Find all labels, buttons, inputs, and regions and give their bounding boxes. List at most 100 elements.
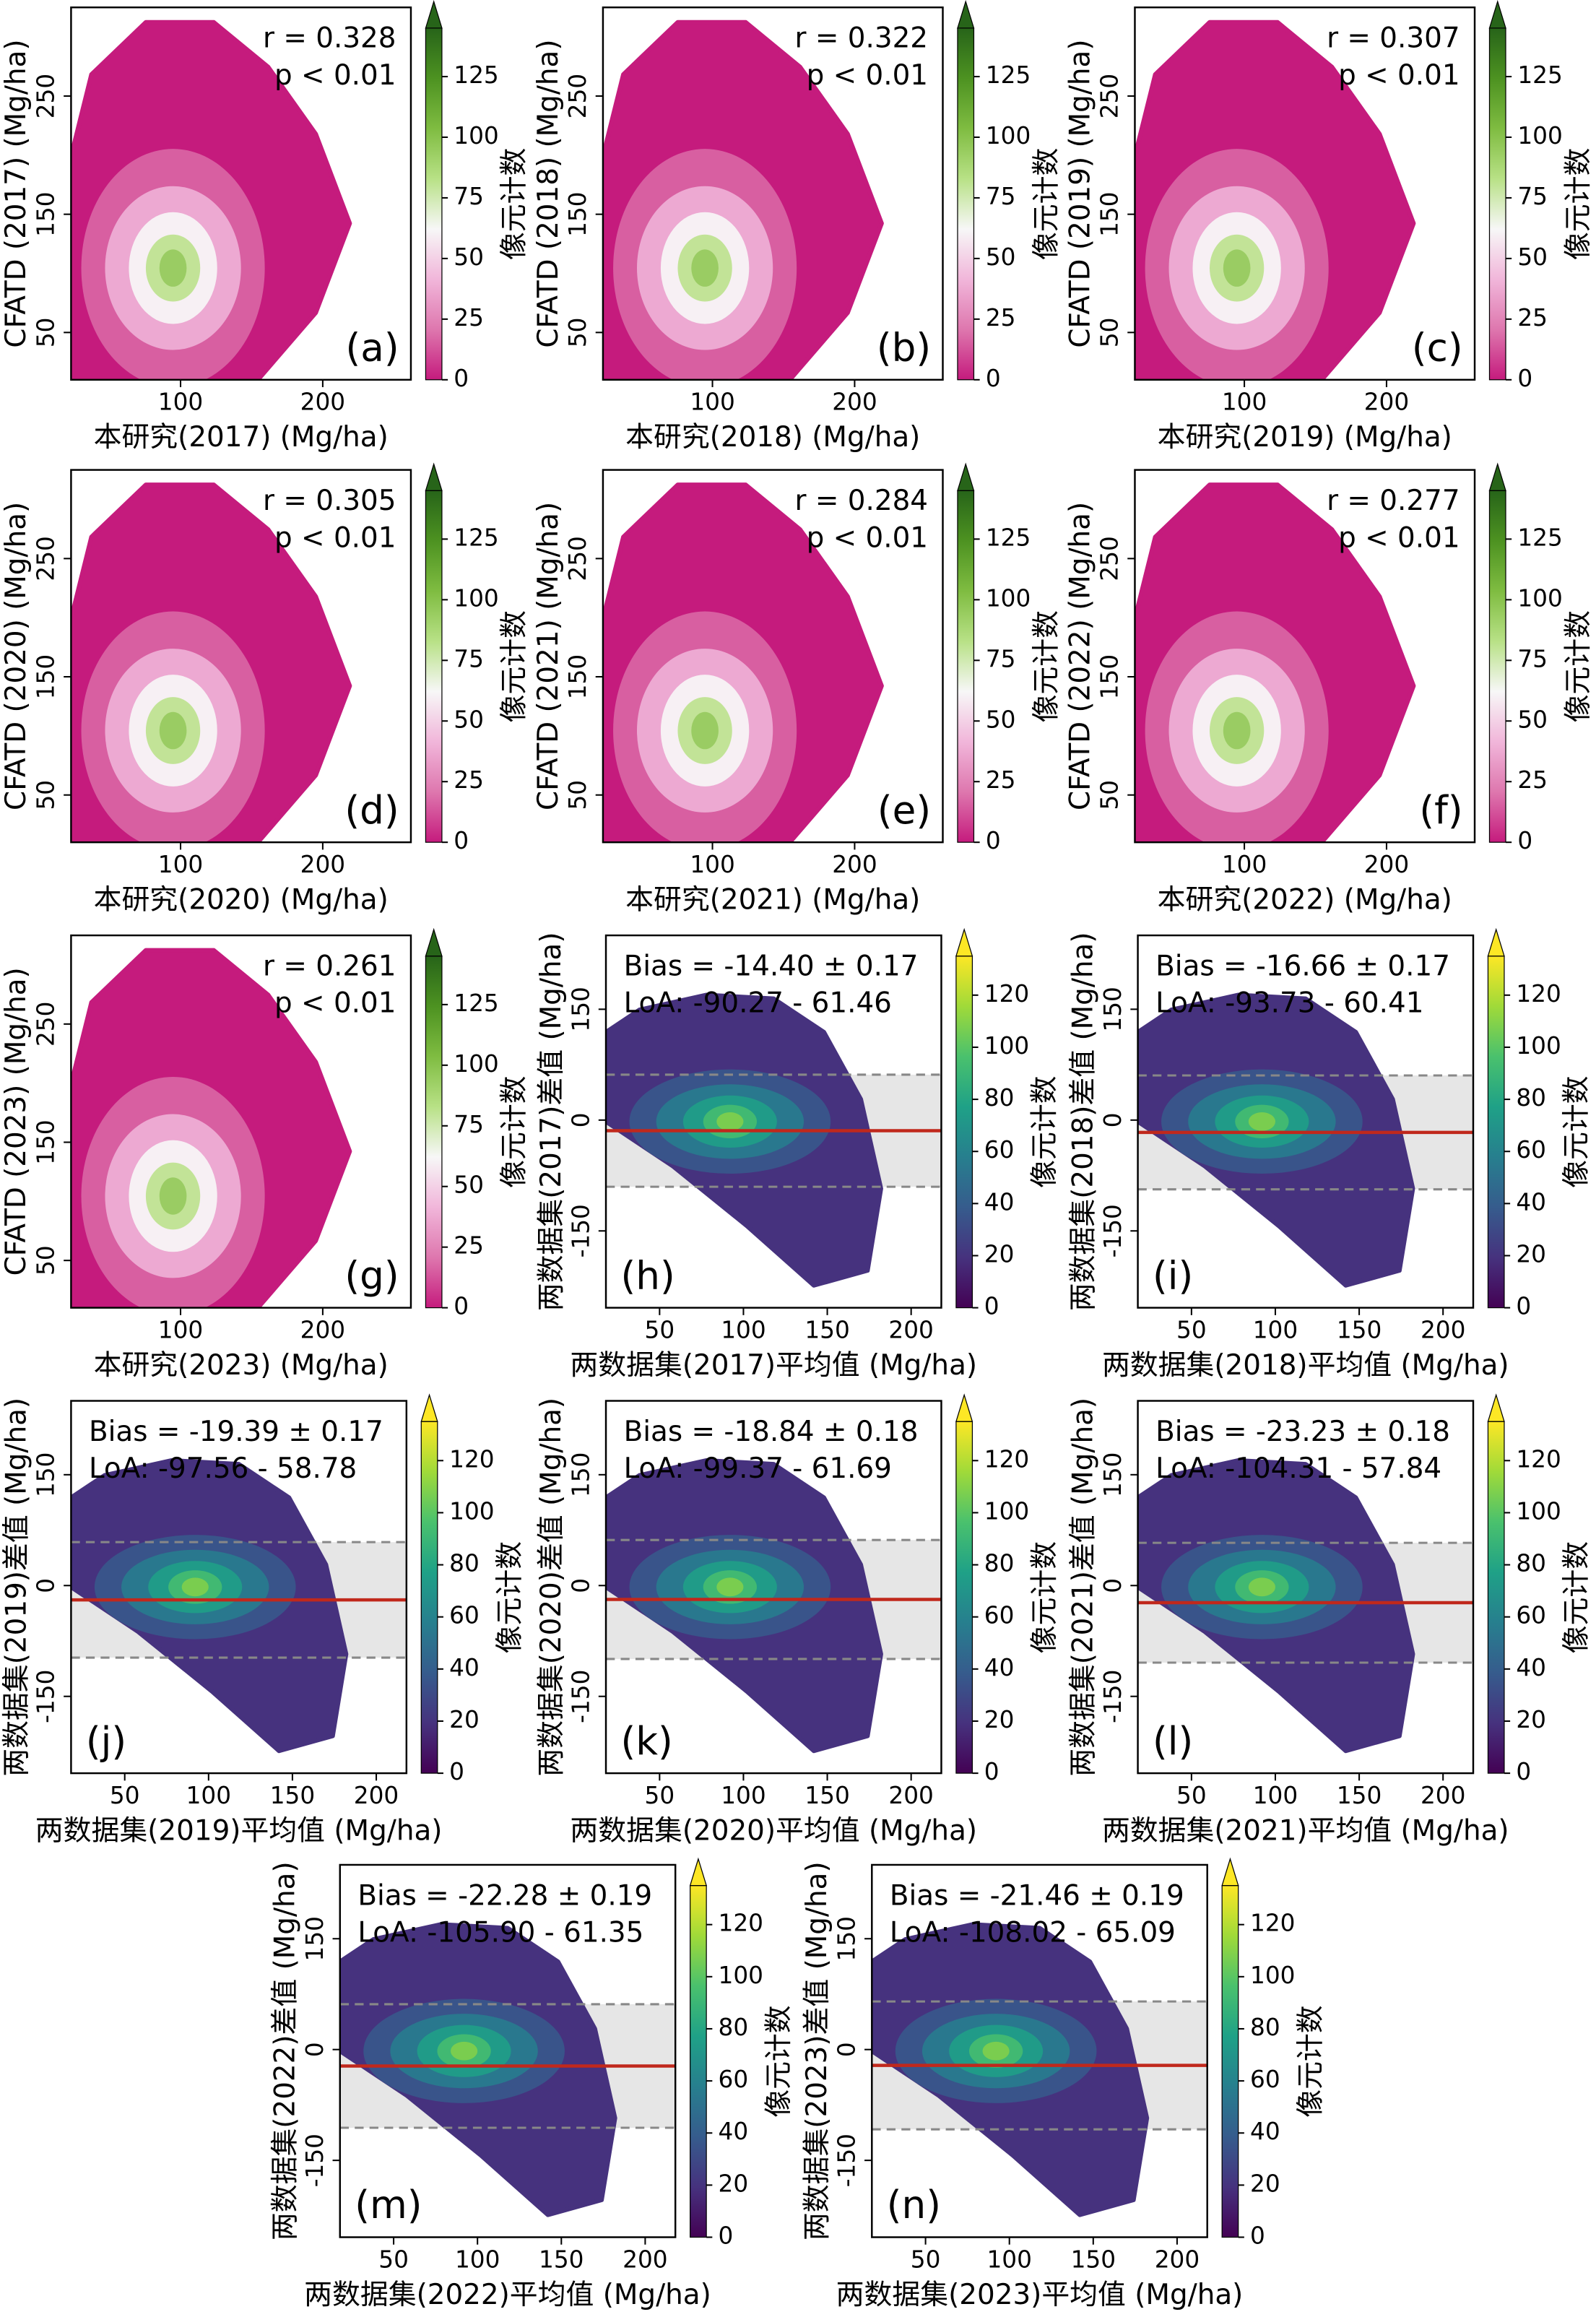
y-tick-label: 250 — [1096, 74, 1124, 118]
panel-label: (d) — [344, 788, 399, 833]
colorbar-extend — [1487, 1393, 1505, 1422]
colorbar-extend — [1487, 927, 1505, 957]
colorbar-tick-label: 100 — [719, 1962, 763, 1989]
colorbar-tick-label: 75 — [454, 1111, 484, 1138]
colorbar-tick-label: 125 — [1517, 524, 1562, 551]
x-tick-label: 200 — [832, 851, 877, 878]
plot-frame — [871, 1863, 1208, 2238]
colorbar-tick-label: 80 — [1250, 2014, 1280, 2041]
annotation: LoA: -93.73 - 60.41 — [1155, 987, 1423, 1020]
plot-area — [339, 1922, 676, 2217]
x-axis-label: 两数据集(2020)平均值 (Mg/ha) — [570, 1814, 977, 1847]
x-axis-label: 本研究(2018) (Mg/ha) — [625, 421, 920, 454]
y-axis-label: 两数据集(2021)差值 (Mg/ha) — [1067, 1398, 1099, 1777]
annotation: p < 0.01 — [1338, 521, 1460, 554]
colorbar-tick-label: 0 — [986, 827, 1001, 854]
colorbar-tick-label: 100 — [1517, 122, 1562, 150]
colorbar-tick-label: 80 — [984, 1084, 1015, 1112]
colorbar-label: 像元计数 — [1562, 148, 1595, 260]
y-tick-label: 150 — [567, 987, 594, 1031]
x-axis-label: 两数据集(2021)平均值 (Mg/ha) — [1102, 1814, 1509, 1847]
y-tick-label: 250 — [564, 74, 591, 118]
x-axis-label: 本研究(2021) (Mg/ha) — [625, 884, 920, 917]
colorbar-tick-label: 0 — [719, 2222, 734, 2250]
y-axis-label: CFATD (2021) (Mg/ha) — [532, 502, 565, 810]
colorbar-tick-label: 50 — [454, 243, 484, 271]
annotation: p < 0.01 — [274, 521, 396, 554]
x-tick-label: 150 — [270, 1782, 315, 1809]
plot-frame — [602, 7, 944, 381]
x-axis-label: 两数据集(2019)平均值 (Mg/ha) — [35, 1814, 443, 1847]
x-tick-label: 100 — [158, 389, 203, 416]
annotation: p < 0.01 — [274, 59, 396, 92]
panel-label: (h) — [620, 1253, 675, 1298]
colorbar-tick-label: 80 — [984, 1550, 1015, 1577]
colorbar-tick-label: 60 — [1250, 2066, 1280, 2093]
colorbar-tick-label: 125 — [454, 989, 498, 1017]
x-tick-label: 50 — [110, 1782, 140, 1809]
plot-frame — [604, 934, 942, 1309]
y-tick-label: 150 — [1096, 654, 1124, 699]
colorbar-tick-label: 100 — [986, 584, 1031, 612]
colorbar-tick-label: 0 — [454, 365, 469, 392]
density-core — [1223, 249, 1251, 287]
plot-area — [71, 1458, 407, 1754]
colorbar-extend — [957, 462, 975, 491]
y-tick-label: 250 — [1096, 536, 1124, 581]
colorbar-tick-label: 120 — [984, 1445, 1029, 1473]
colorbar-label: 像元计数 — [498, 610, 531, 722]
y-tick-label: 50 — [1096, 318, 1124, 348]
colorbar — [1487, 1421, 1505, 1774]
x-tick-label: 200 — [300, 851, 345, 878]
density-core — [691, 711, 719, 750]
y-axis-label: 两数据集(2023)差值 (Mg/ha) — [801, 1861, 833, 2240]
panel-label: (j) — [86, 1719, 126, 1764]
colorbar-tick-label: 60 — [984, 1602, 1015, 1629]
plot-frame — [1134, 469, 1476, 844]
colorbar-tick-label: 0 — [984, 1293, 999, 1320]
colorbar-tick-label: 100 — [984, 1497, 1029, 1525]
panel-label: (l) — [1153, 1719, 1193, 1764]
plot-area — [71, 20, 352, 380]
annotation: LoA: -105.90 - 61.35 — [357, 1917, 643, 1949]
colorbar-label: 像元计数 — [1294, 2005, 1327, 2117]
plot-area — [1137, 992, 1473, 1288]
annotation: r = 0.277 — [1327, 485, 1460, 517]
x-tick-label: 200 — [300, 1316, 345, 1343]
colorbar-tick-label: 0 — [454, 827, 469, 854]
colorbar — [957, 490, 975, 843]
x-tick-label: 200 — [1364, 851, 1409, 878]
x-tick-label: 200 — [300, 389, 345, 416]
colorbar — [1221, 1884, 1239, 2238]
colorbar-tick-label: 25 — [454, 766, 484, 794]
plot-frame — [339, 1863, 677, 2238]
y-tick-label: 0 — [32, 1578, 60, 1593]
x-tick-label: 150 — [1337, 1782, 1382, 1809]
colorbar-tick-label: 40 — [719, 2118, 749, 2145]
colorbar-tick-label: 100 — [984, 1032, 1029, 1060]
colorbar-tick-label: 0 — [1517, 365, 1532, 392]
colorbar-label: 像元计数 — [494, 1541, 526, 1653]
colorbar-tick-label: 75 — [986, 183, 1016, 210]
x-axis-label: 本研究(2023) (Mg/ha) — [94, 1349, 389, 1382]
y-tick-label: 50 — [564, 318, 591, 348]
annotation: Bias = -19.39 ± 0.17 — [89, 1416, 383, 1448]
density-core — [181, 1577, 209, 1597]
colorbar-tick-label: 120 — [1516, 1445, 1561, 1473]
plot-area — [602, 482, 884, 843]
plot-frame — [70, 469, 412, 844]
colorbar-tick-label: 40 — [984, 1654, 1015, 1681]
colorbar-tick-label: 50 — [1517, 243, 1548, 271]
y-tick-label: 150 — [32, 1119, 60, 1164]
colorbar-label: 像元计数 — [1561, 1075, 1593, 1187]
annotation: r = 0.322 — [795, 22, 929, 55]
y-tick-label: 250 — [32, 536, 60, 581]
panel-label: (g) — [344, 1253, 399, 1298]
annotation: p < 0.01 — [807, 521, 928, 554]
colorbar-tick-label: 120 — [1516, 980, 1561, 1008]
y-tick-label: -150 — [567, 1670, 594, 1723]
annotation: r = 0.305 — [263, 485, 396, 517]
y-tick-label: 150 — [1096, 191, 1124, 236]
annotation: Bias = -22.28 ± 0.19 — [357, 1879, 652, 1912]
